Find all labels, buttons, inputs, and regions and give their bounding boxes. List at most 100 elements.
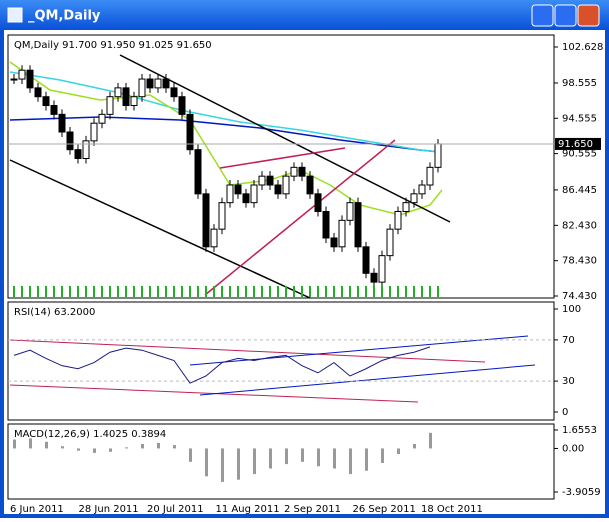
candle bbox=[410, 193, 418, 204]
candle bbox=[114, 87, 122, 98]
candle bbox=[90, 122, 98, 142]
volume bbox=[301, 286, 303, 297]
macd-bar bbox=[429, 432, 432, 449]
macd-bar bbox=[285, 448, 288, 465]
volume bbox=[21, 286, 23, 297]
macd-bar bbox=[269, 448, 272, 469]
candle bbox=[386, 228, 394, 257]
volume bbox=[349, 286, 351, 297]
x-tick-label: 28 Jun 2011 bbox=[79, 504, 139, 515]
volume bbox=[141, 286, 143, 297]
macd-bar bbox=[13, 439, 16, 449]
candle bbox=[250, 184, 258, 204]
volume bbox=[277, 286, 279, 297]
volume bbox=[205, 286, 207, 297]
candle bbox=[378, 255, 386, 283]
macd-bar bbox=[61, 446, 64, 449]
window-title: _QM,Daily bbox=[28, 9, 101, 24]
candle bbox=[178, 96, 186, 115]
candle bbox=[322, 210, 330, 239]
candle bbox=[290, 166, 298, 177]
candle bbox=[234, 184, 242, 195]
candle bbox=[370, 272, 378, 283]
candle bbox=[394, 210, 402, 230]
volume bbox=[29, 286, 31, 297]
candle bbox=[210, 228, 218, 248]
candle bbox=[10, 78, 18, 81]
volume bbox=[253, 286, 255, 297]
volume bbox=[245, 286, 247, 297]
y-tick-label: 98.555 bbox=[562, 78, 597, 89]
candle bbox=[74, 149, 82, 160]
macd-bar bbox=[109, 448, 112, 452]
volume bbox=[429, 286, 431, 297]
ma-mid bbox=[9, 71, 441, 153]
minimize[interactable] bbox=[531, 4, 554, 27]
candle bbox=[306, 175, 314, 195]
macd-bar bbox=[381, 448, 384, 463]
volume bbox=[45, 286, 47, 297]
candle bbox=[170, 87, 178, 98]
last-price-box bbox=[555, 137, 601, 150]
macd-bar bbox=[45, 441, 48, 449]
y-tick-label: 78.430 bbox=[562, 256, 597, 267]
macd-bar bbox=[333, 448, 336, 469]
candle bbox=[42, 96, 50, 107]
close[interactable] bbox=[577, 4, 600, 27]
candle bbox=[50, 105, 58, 115]
candle bbox=[258, 175, 266, 186]
volume bbox=[365, 286, 367, 297]
volume bbox=[341, 286, 343, 297]
volume bbox=[317, 286, 319, 297]
macd-bar bbox=[253, 448, 256, 475]
volume bbox=[309, 286, 311, 297]
volume bbox=[69, 286, 71, 297]
volume bbox=[437, 286, 439, 297]
volume bbox=[325, 286, 327, 297]
candle bbox=[242, 193, 250, 204]
candle bbox=[338, 219, 346, 248]
volume bbox=[189, 286, 191, 297]
candle bbox=[154, 78, 162, 89]
rsi-trend bbox=[189, 335, 529, 366]
volume bbox=[421, 286, 423, 297]
maximize[interactable] bbox=[554, 4, 577, 27]
candle bbox=[58, 113, 66, 133]
y-tick-label: 94.555 bbox=[562, 113, 597, 124]
x-tick-label: 11 Aug 2011 bbox=[216, 504, 280, 515]
candle bbox=[434, 143, 442, 168]
x-tick-label: 20 Jul 2011 bbox=[147, 504, 204, 515]
y-tick-label: 30 bbox=[562, 376, 575, 387]
candle bbox=[282, 175, 290, 195]
volume bbox=[389, 286, 391, 297]
rsi-panel bbox=[7, 301, 555, 421]
candle bbox=[298, 166, 306, 177]
volume bbox=[125, 286, 127, 297]
rsi-header: RSI(14) 63.2000 bbox=[14, 307, 95, 318]
candle bbox=[402, 202, 410, 212]
trend-line bbox=[219, 147, 346, 169]
volume bbox=[197, 286, 199, 297]
candle bbox=[66, 131, 74, 151]
volume bbox=[285, 286, 287, 297]
volume bbox=[37, 286, 39, 297]
volume bbox=[165, 286, 167, 297]
chart-area bbox=[4, 30, 605, 514]
macd-panel bbox=[7, 423, 555, 500]
volume bbox=[413, 286, 415, 297]
y-tick-label: 1.6553 bbox=[562, 425, 597, 436]
candle bbox=[162, 78, 170, 89]
macd-bar bbox=[221, 448, 224, 482]
volume bbox=[357, 286, 359, 297]
candle bbox=[106, 96, 114, 115]
volume bbox=[373, 286, 375, 297]
volume bbox=[293, 286, 295, 297]
main-panel bbox=[7, 34, 555, 299]
title-bar bbox=[0, 0, 609, 30]
candle bbox=[130, 96, 138, 107]
macd-bar bbox=[189, 448, 192, 462]
volume bbox=[221, 286, 223, 297]
volume bbox=[381, 286, 383, 297]
candle bbox=[82, 140, 90, 160]
